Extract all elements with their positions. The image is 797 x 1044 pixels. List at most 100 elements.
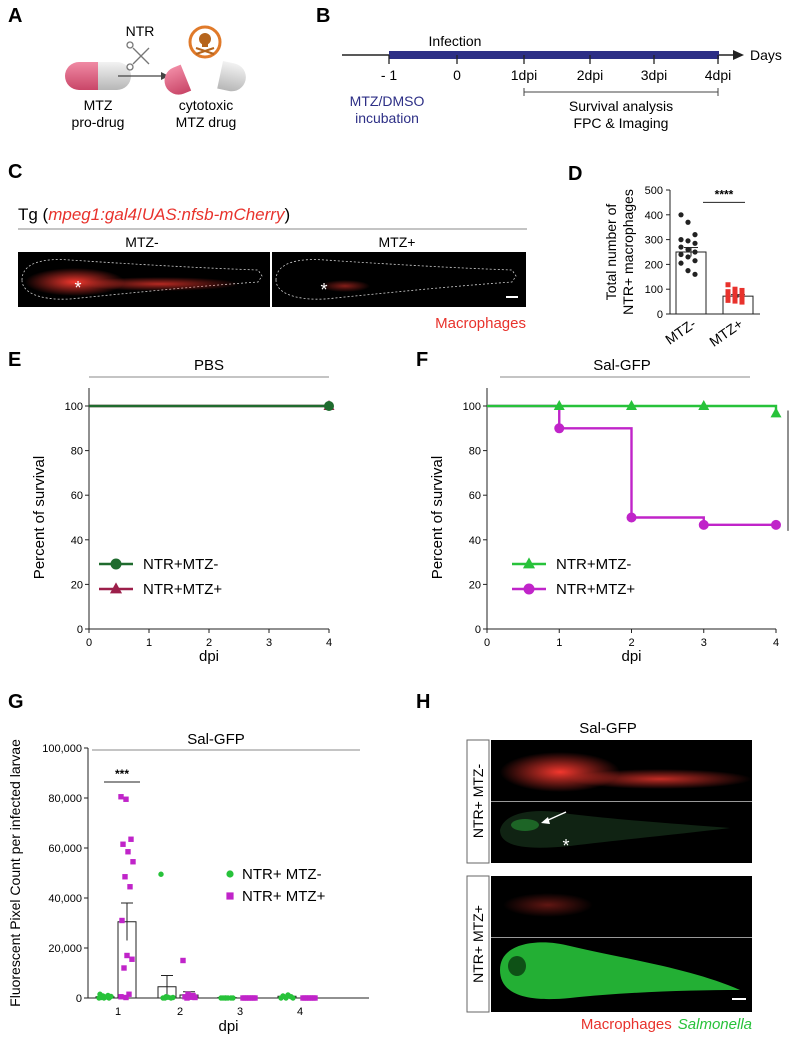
y-tick-label: 100 <box>463 401 481 413</box>
legend-label: NTR+MTZ+ <box>556 581 635 598</box>
data-point <box>158 871 164 877</box>
chart-title: Sal-GFP <box>593 357 651 374</box>
data-point <box>739 299 745 305</box>
x-axis-label: dpi <box>621 648 641 665</box>
data-point <box>123 796 129 802</box>
data-point <box>685 254 691 260</box>
data-point <box>725 289 731 295</box>
scissors-icon <box>126 41 150 71</box>
legend-marker <box>226 892 234 900</box>
x-tick-label: 3 <box>701 637 707 649</box>
timeline-tick-label: 4dpi <box>705 67 731 83</box>
data-point <box>692 240 698 246</box>
data-point <box>307 995 313 1001</box>
data-point <box>739 294 745 300</box>
data-point <box>130 859 136 865</box>
x-tick-label: 4 <box>773 637 779 649</box>
chart-d-macrophage-count: 0 100 200 300 400 500 Total number of NTR+ macr… <box>603 185 760 350</box>
macrophage-signal-right <box>320 280 370 292</box>
analysis-label-1: Survival analysis <box>569 98 673 114</box>
legend-label: NTR+MTZ- <box>143 556 218 573</box>
image-mtz-plus <box>272 252 526 307</box>
macrophage-signal-left <box>25 268 125 296</box>
data-point <box>120 841 126 847</box>
panel-letter-g: G <box>8 691 24 713</box>
macrophage-signal-top-tail <box>568 769 752 789</box>
prodrug-pill-icon <box>65 62 131 90</box>
data-point <box>129 956 135 962</box>
chart-title: PBS <box>194 357 224 374</box>
y-axis-label: Fluorescent Pixel Count per infected lar… <box>7 739 23 1007</box>
cytotoxic-pill-icon <box>164 61 246 95</box>
data-point <box>122 874 128 880</box>
data-point <box>678 212 684 218</box>
ntr-enzyme-label: NTR <box>126 23 155 39</box>
data-point <box>118 794 124 800</box>
chart-e-pbs-survival: PBS 0 20 40 60 80 100 0 1 2 3 4 dpi Percent of surviv… <box>31 357 335 665</box>
y-tick-label: 80,000 <box>48 793 82 805</box>
data-point <box>685 246 691 253</box>
survival-point <box>698 400 710 410</box>
x-tick-label: 1 <box>115 1006 121 1018</box>
legend-label: NTR+MTZ+ <box>143 581 222 598</box>
data-point <box>185 991 191 997</box>
bacteria-pointer-arrow <box>545 811 567 822</box>
data-point <box>725 297 731 303</box>
data-point <box>242 995 248 1001</box>
y-tick-label: 20 <box>71 579 83 591</box>
yolk-asterisk-h: * <box>562 836 569 856</box>
panel-b-timeline: Infection - 1 0 1dpi 2dpi 3dpi 4dpi Days MTZ/… <box>342 33 782 131</box>
survival-point <box>770 407 782 418</box>
data-point <box>119 917 125 924</box>
y-axis-label-line1: Total number of <box>603 204 619 301</box>
timeline-tick-label: - 1 <box>381 67 398 83</box>
analysis-label-2: FPC & Imaging <box>574 115 669 131</box>
data-point <box>692 232 698 238</box>
data-point <box>312 995 318 1001</box>
data-point <box>118 994 124 1000</box>
y-tick-label: 100 <box>65 401 83 413</box>
data-point <box>678 251 684 258</box>
y-axis-label: Percent of survival <box>429 456 446 579</box>
data-point <box>685 219 691 225</box>
data-point <box>180 957 186 964</box>
y-axis-label: Percent of survival <box>31 456 48 579</box>
larva-outline-top-green <box>500 811 730 848</box>
y-tick-label: 400 <box>645 210 663 222</box>
group-label-bottom: NTR+ MTZ+ <box>470 905 486 983</box>
data-point <box>280 993 286 999</box>
significance-label: *** <box>115 767 129 781</box>
x-tick-label: 0 <box>484 637 490 649</box>
timeline-tick-label: 1dpi <box>511 67 537 83</box>
data-point <box>725 292 731 298</box>
timeline-tick-label: 2dpi <box>577 67 603 83</box>
y-tick-label: 60 <box>469 490 481 502</box>
tg-construct-2: UAS:nfsb-mCherry <box>142 205 286 224</box>
y-axis-label-line2: NTR+ macrophages <box>620 189 636 315</box>
days-label: Days <box>750 47 782 63</box>
legend-label: NTR+ MTZ+ <box>242 888 326 905</box>
y-tick-label: 60 <box>71 490 83 502</box>
legend-marker <box>109 582 123 594</box>
drug-label-1: cytotoxic <box>179 97 233 113</box>
data-point <box>285 992 291 998</box>
data-point <box>685 268 691 274</box>
legend-marker <box>522 557 536 569</box>
y-tick-label: 60,000 <box>48 843 82 855</box>
x-tick-label: 2 <box>177 1006 183 1018</box>
chart-title: Sal-GFP <box>187 731 245 748</box>
y-tick-label: 40,000 <box>48 893 82 905</box>
y-tick-label: 20 <box>469 579 481 591</box>
data-point <box>725 282 731 288</box>
panel-letter-d: D <box>568 163 582 185</box>
prodrug-label-1: MTZ <box>84 97 113 113</box>
data-point <box>127 884 133 890</box>
data-point <box>302 995 308 1001</box>
data-point <box>252 995 258 1001</box>
transgene-label: Tg (mpeg1:gal4/UAS:nfsb-mCherry) <box>18 205 290 224</box>
panel-a-schematic: MTZ pro-drug NTR cytotoxic MTZ drug <box>65 23 246 130</box>
y-tick-label: 0 <box>76 993 82 1005</box>
legend-label: NTR+ MTZ- <box>242 866 322 883</box>
survival-point <box>553 400 565 410</box>
data-point <box>739 287 745 293</box>
